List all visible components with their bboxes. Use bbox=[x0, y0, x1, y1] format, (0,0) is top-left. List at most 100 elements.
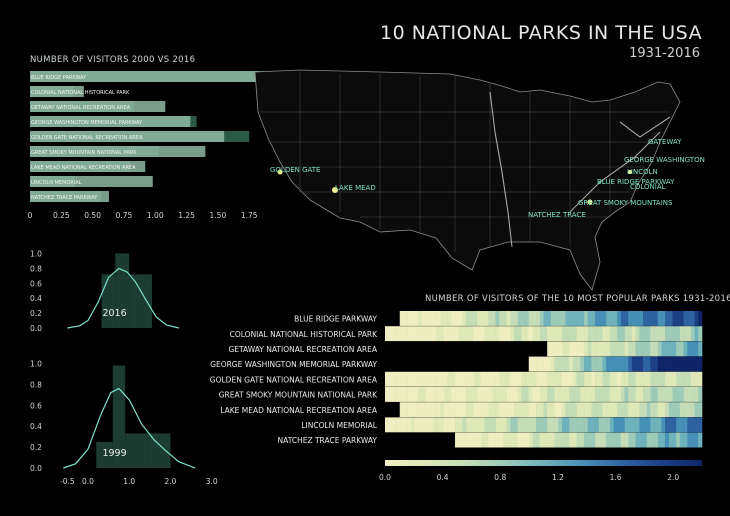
heatmap-cell bbox=[672, 402, 677, 418]
heatmap-cell bbox=[491, 402, 496, 418]
heatmap-cell bbox=[569, 341, 574, 357]
bar-category-label: BLUE RIDGE PARKWAY bbox=[31, 75, 87, 81]
heatmap-cell bbox=[488, 371, 493, 387]
heatmap-cell bbox=[609, 326, 614, 342]
heatmap-cell bbox=[661, 417, 666, 433]
heatmap-cell bbox=[440, 326, 445, 342]
heatmap-cell bbox=[683, 371, 688, 387]
heatmap-cell bbox=[631, 432, 636, 448]
heatmap-cell bbox=[491, 432, 496, 448]
heatmap-cell bbox=[657, 432, 662, 448]
heatmap-cell bbox=[661, 326, 666, 342]
heatmap-cell bbox=[447, 326, 452, 342]
river-lines bbox=[489, 91, 671, 248]
heatmap-cell bbox=[429, 371, 434, 387]
heatmap-cell bbox=[661, 371, 666, 387]
bar-category-label: LINCOLN MEMORIAL bbox=[31, 180, 82, 186]
heatmap-cell bbox=[668, 432, 673, 448]
histogram-bar bbox=[96, 441, 113, 468]
heatmap-cell bbox=[591, 402, 596, 418]
heatmap-cell bbox=[679, 402, 684, 418]
heatmap-cell bbox=[694, 432, 699, 448]
heatmap-cell bbox=[407, 417, 412, 433]
heatmap-cell bbox=[676, 417, 681, 433]
heatmap-cell bbox=[646, 326, 651, 342]
heatmap-cell bbox=[443, 326, 448, 342]
heatmap-cell bbox=[635, 387, 640, 402]
heatmap-cell bbox=[514, 417, 518, 433]
heatmap-cell bbox=[635, 402, 640, 418]
heatmap-cell bbox=[554, 432, 559, 448]
heatmap-cell bbox=[683, 432, 688, 448]
heatmap-cell bbox=[396, 387, 401, 402]
density-curve bbox=[67, 267, 179, 329]
heatmap-cell bbox=[462, 417, 467, 433]
heatmap-cell bbox=[683, 311, 688, 326]
heatmap-cell bbox=[488, 402, 493, 418]
heatmap-cell bbox=[528, 311, 533, 326]
heatmap-cell bbox=[576, 402, 581, 418]
heatmap-cell bbox=[569, 387, 574, 402]
heatmap-cell bbox=[462, 371, 467, 387]
heatmap-cell bbox=[547, 356, 552, 372]
heatmap-cell bbox=[418, 402, 423, 418]
heatmap-cell bbox=[624, 326, 629, 342]
heatmap-cell bbox=[429, 402, 434, 418]
heatmap-cell bbox=[635, 432, 640, 448]
heatmap-cell bbox=[491, 371, 496, 387]
heatmap-cell bbox=[606, 371, 611, 387]
heatmap-cell bbox=[620, 341, 625, 357]
heatmap-cell bbox=[443, 387, 448, 402]
heatmap-cell bbox=[425, 417, 430, 433]
heatmap-cell bbox=[617, 387, 622, 402]
heatmap-cell bbox=[676, 402, 681, 418]
heatmap-cell bbox=[396, 417, 401, 433]
heatmap-cell bbox=[584, 387, 589, 402]
heatmap-cell bbox=[510, 402, 515, 418]
heatmap-cell bbox=[517, 326, 522, 342]
heatmap-cell bbox=[514, 326, 518, 342]
heatmap-cell bbox=[451, 387, 456, 402]
density-x-tick-label: 0.0 bbox=[82, 477, 94, 486]
heatmap-cell bbox=[595, 341, 600, 357]
density-y-tick-label: 0.4 bbox=[30, 422, 42, 431]
heatmap-cell bbox=[587, 356, 592, 372]
heatmap-cell bbox=[580, 326, 585, 342]
heatmap-cell bbox=[480, 311, 485, 326]
heatmap-cell bbox=[687, 387, 692, 402]
heatmap-cell bbox=[528, 387, 533, 402]
heatmap-cell bbox=[407, 371, 412, 387]
heatmap-cell bbox=[558, 326, 563, 342]
heatmap-cell bbox=[539, 326, 544, 342]
heatmap-cell bbox=[690, 341, 695, 357]
heatmap-cell bbox=[399, 311, 404, 326]
heatmap-cell bbox=[536, 311, 541, 326]
heatmap-cell bbox=[447, 311, 452, 326]
heatmap-cell bbox=[587, 326, 592, 342]
heatmap-cell bbox=[451, 326, 456, 342]
heatmap-cell bbox=[661, 341, 666, 357]
heatmap-row-label: BLUE RIDGE PARKWAY bbox=[294, 315, 377, 324]
heatmap-cell bbox=[698, 402, 703, 418]
heatmap-cell bbox=[477, 417, 482, 433]
heatmap-cell bbox=[595, 417, 600, 433]
bar-2016 bbox=[30, 146, 206, 157]
heatmap-cell bbox=[595, 326, 600, 342]
heatmap-cell bbox=[396, 326, 401, 342]
heatmap-cell bbox=[550, 387, 555, 402]
heatmap-cell bbox=[661, 432, 666, 448]
heatmap-cell bbox=[598, 311, 603, 326]
histogram-bar bbox=[125, 433, 148, 468]
heatmap-cell bbox=[499, 311, 504, 326]
heatmap-cell bbox=[466, 417, 471, 433]
heatmap-cell bbox=[665, 432, 670, 448]
heatmap-cell bbox=[572, 326, 577, 342]
heatmap-cell bbox=[687, 341, 692, 357]
heatmap-cell bbox=[561, 311, 566, 326]
map-park-label: BLUE RIDGE PARKWAY bbox=[597, 178, 675, 186]
heatmap-cell bbox=[451, 402, 456, 418]
heatmap-cell bbox=[436, 417, 441, 433]
heatmap-cell bbox=[418, 371, 423, 387]
heatmap-cell bbox=[657, 356, 662, 372]
heatmap-cell bbox=[602, 326, 607, 342]
